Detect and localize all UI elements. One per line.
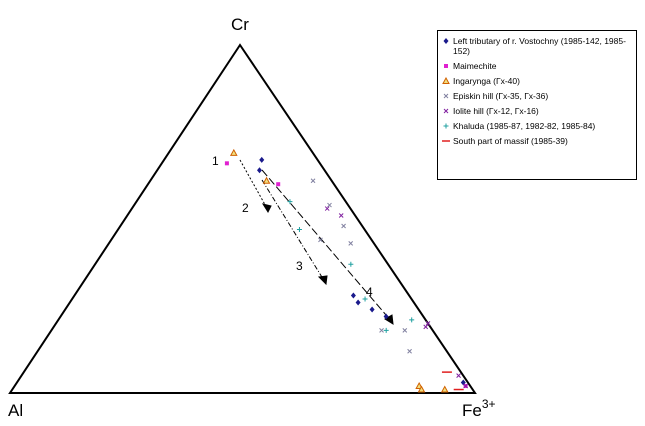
legend-marker [443, 123, 449, 129]
point [409, 317, 415, 323]
legend-item: Episkin hill (Гх-35, Гх-36) [442, 91, 632, 101]
legend-item: South part of massif (1985-39) [442, 136, 632, 146]
legend-marker [443, 93, 449, 99]
point [324, 206, 330, 211]
legend-label: South part of massif (1985-39) [453, 136, 568, 146]
point [338, 213, 344, 218]
point [257, 167, 262, 174]
annotation: 2 [242, 201, 249, 215]
legend-symbol [443, 123, 449, 129]
legend-symbol [443, 108, 449, 114]
point [287, 199, 293, 205]
point [229, 148, 238, 156]
point [407, 348, 412, 354]
legend-label: Iolite hill (Гх-12, Гх-16) [453, 106, 539, 116]
point [425, 321, 431, 326]
point [348, 261, 354, 267]
legend-item: Khaluda (1985-87, 1982-82, 1985-84) [442, 121, 632, 131]
point [379, 328, 384, 333]
point [276, 182, 281, 187]
vertex-label: Cr [231, 15, 249, 34]
point [369, 306, 375, 313]
legend-label: Khaluda (1985-87, 1982-82, 1985-84) [453, 121, 596, 131]
point [310, 178, 316, 184]
legend-marker [442, 140, 450, 142]
legend-label: Episkin hill (Гх-35, Гх-36) [453, 91, 549, 101]
legend-marker [442, 77, 450, 84]
annotation: 1 [212, 154, 219, 168]
point [262, 176, 271, 184]
legend-symbol [443, 93, 449, 99]
point [463, 383, 469, 389]
triangle [8, 43, 477, 394]
point [456, 373, 461, 378]
legend-item: Iolite hill (Гх-12, Гх-16) [442, 106, 632, 116]
legend-symbol [444, 64, 448, 68]
legend-item: Ingarynga (Гх-40) [442, 76, 632, 86]
legend-label: Left tributary of r. Vostochny (1985-142… [453, 36, 626, 56]
point [296, 226, 302, 232]
legend-marker [443, 108, 449, 114]
point [350, 292, 356, 299]
point [259, 156, 265, 163]
legend-label: Maimechite [453, 61, 497, 71]
point [355, 299, 361, 306]
point [383, 313, 389, 320]
legend-marker [444, 64, 448, 68]
point [440, 385, 449, 393]
legend-symbol [443, 38, 449, 44]
point [383, 327, 389, 333]
point [423, 324, 429, 330]
annotation: 3 [296, 259, 303, 273]
point [417, 385, 426, 393]
point [402, 328, 408, 333]
point [224, 161, 229, 166]
point [327, 202, 332, 208]
vertex-label: Fe3+ [462, 397, 496, 420]
legend: Left tributary of r. Vostochny (1985-142… [437, 30, 637, 180]
legend-symbol [442, 77, 450, 84]
point [348, 241, 354, 246]
annotation: 4 [366, 285, 373, 299]
arrows [239, 159, 394, 325]
point [362, 296, 368, 302]
legend-label: Ingarynga (Гх-40) [453, 76, 520, 86]
point [318, 237, 323, 243]
legend-marker [443, 38, 449, 44]
legend-item: Maimechite [442, 61, 632, 71]
point [341, 223, 346, 229]
legend-item: Left tributary of r. Vostochny (1985-142… [442, 36, 632, 56]
vertex-label: Al [8, 401, 23, 420]
